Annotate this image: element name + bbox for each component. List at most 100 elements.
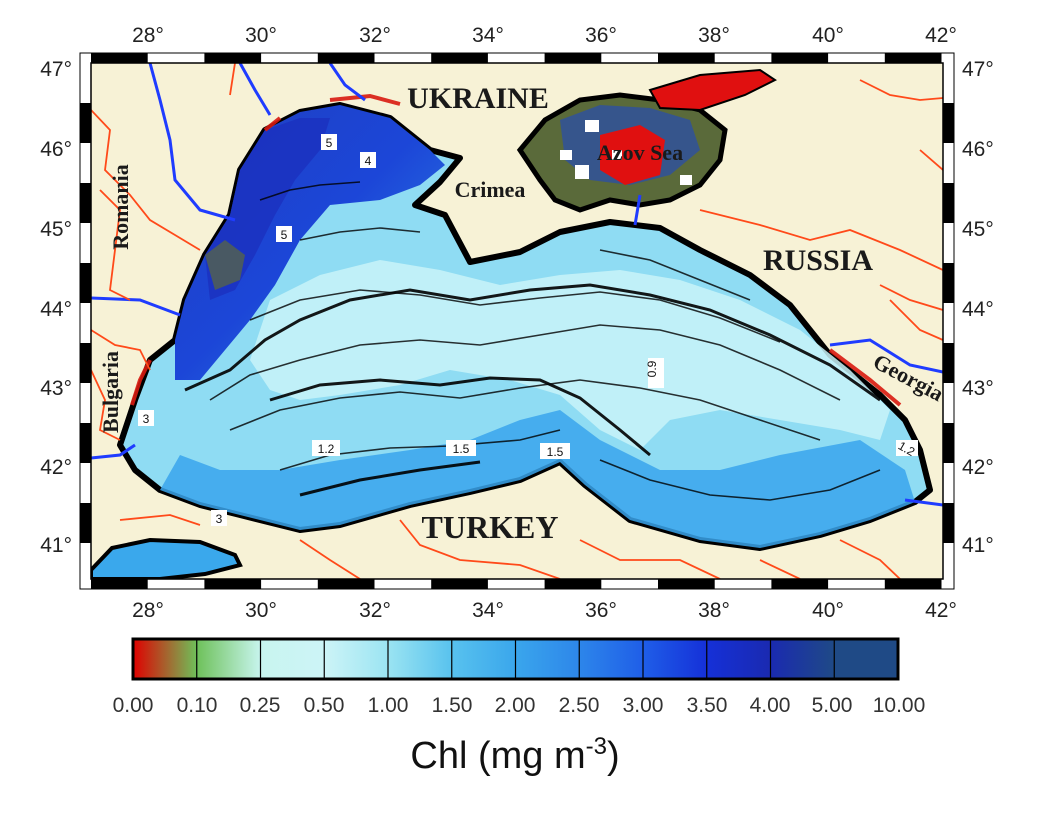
colorbar-tick: 1.50 — [432, 694, 473, 717]
colorbar-tick: 10.00 — [873, 694, 926, 717]
contour-label: 1.2 — [896, 439, 918, 459]
frame-checker-cell — [431, 579, 488, 589]
colorbar-segment — [706, 639, 771, 679]
label-azov-sea: Azov Sea — [597, 140, 683, 165]
frame-checker-cell — [204, 53, 262, 63]
lon-tick-bottom: 40° — [812, 599, 844, 622]
frame-checker-cell — [943, 183, 954, 223]
lon-tick-bottom: 42° — [925, 599, 957, 622]
frame-checker-cell — [884, 579, 942, 589]
frame-checker-cell — [80, 423, 91, 463]
frame-checker-cell — [91, 53, 148, 63]
svg-text:1.5: 1.5 — [547, 445, 564, 459]
colorbar-segment — [388, 639, 453, 679]
lon-tick-top: 28° — [132, 24, 164, 47]
frame-checker-cell — [943, 103, 954, 143]
svg-text:3: 3 — [216, 512, 223, 526]
frame-checker-cell — [80, 343, 91, 383]
colorbar-tick-labels: 0.00 0.10 0.25 0.50 1.00 1.50 2.00 2.50 … — [113, 694, 926, 717]
colorbar: 0.00 0.10 0.25 0.50 1.00 1.50 2.00 2.50 … — [113, 637, 926, 777]
colorbar-title: Chl (mg m-3) — [410, 733, 619, 777]
colorbar-tick: 0.25 — [240, 694, 281, 717]
colorbar-segment — [260, 639, 325, 679]
label-turkey: TURKEY — [422, 509, 559, 545]
svg-text:0.9: 0.9 — [645, 360, 659, 377]
lon-tick-bottom: 38° — [698, 599, 730, 622]
lat-tick-right: 43° — [962, 377, 994, 400]
lat-tick-left: 43° — [40, 377, 72, 400]
contour-lines — [209, 181, 881, 501]
lon-tick-top: 30° — [245, 24, 277, 47]
lat-tick-left: 44° — [40, 298, 72, 321]
colorbar-dividers — [196, 639, 835, 679]
frame-inner-border — [90, 62, 944, 580]
colorbar-tick: 3.50 — [687, 694, 728, 717]
contour-value-labels: 5 4 5 3 1.2 1.5 1.5 0.9 1.2 3 — [138, 134, 918, 526]
lat-tick-right: 46° — [962, 138, 994, 161]
svg-text:1.5: 1.5 — [453, 442, 470, 456]
frame-checker-cell — [943, 343, 954, 383]
colorbar-segment — [133, 639, 198, 679]
frame-checker-cell — [658, 579, 715, 589]
lon-tick-top: 42° — [925, 24, 957, 47]
contour-label: 5 — [276, 226, 292, 242]
lon-tick-top: 40° — [812, 24, 844, 47]
label-bulgaria: Bulgaria — [98, 351, 123, 433]
colorbar-segment — [515, 639, 580, 679]
svg-text:5: 5 — [281, 228, 288, 242]
lon-tick-bottom: 32° — [359, 599, 391, 622]
frame-checker-cell — [91, 579, 148, 589]
azov-north-hot — [648, 68, 777, 112]
lon-ticks-top: 28° 30° 32° 34° 36° 38° 40° 42° — [132, 24, 957, 47]
frame-checker-cell — [544, 53, 602, 63]
rivers — [91, 63, 943, 507]
colorbar-segment — [579, 639, 644, 679]
lon-tick-bottom: 36° — [585, 599, 617, 622]
frame-checker-cell — [80, 503, 91, 543]
frame-checker-cell — [771, 579, 829, 589]
lon-ticks-bottom: 28° 30° 32° 34° 36° 38° 40° 42° — [132, 599, 957, 622]
lon-tick-top: 32° — [359, 24, 391, 47]
svg-text:4: 4 — [365, 154, 372, 168]
colorbar-tick: 0.50 — [304, 694, 345, 717]
colorbar-segments — [133, 639, 899, 679]
frame-checker-right — [943, 103, 954, 543]
danube-delta-patch — [205, 240, 245, 290]
southern-coastal-band — [160, 410, 915, 548]
central-low-chl — [250, 260, 890, 450]
colorbar-segment — [451, 639, 516, 679]
lon-tick-top: 36° — [585, 24, 617, 47]
lat-tick-left: 47° — [40, 58, 72, 81]
frame-checker-cell — [80, 263, 91, 303]
lat-tick-left: 41° — [40, 534, 72, 557]
contour-label: 1.5 — [540, 443, 570, 459]
frame-checker-cell — [943, 503, 954, 543]
frame-checker-cell — [204, 579, 262, 589]
frame-checker-cell — [80, 103, 91, 143]
azov-hot-patch — [600, 125, 665, 185]
colorbar-segment — [834, 639, 899, 679]
lat-ticks-left: 47° 46° 45° 44° 43° 42° 41° — [40, 58, 72, 557]
contour-label: 3 — [138, 410, 154, 426]
colorbar-tick: 3.00 — [623, 694, 664, 717]
contour-label: 5 — [321, 134, 337, 150]
lon-tick-top: 34° — [472, 24, 504, 47]
svg-text:3: 3 — [143, 412, 150, 426]
frame-checker-top — [91, 53, 942, 63]
colorbar-segment — [770, 639, 835, 679]
lat-tick-left: 45° — [40, 218, 72, 241]
colorbar-tick: 2.00 — [495, 694, 536, 717]
azov-white-patches — [560, 120, 692, 185]
colorbar-segment — [324, 639, 389, 679]
frame-checker-cell — [943, 263, 954, 303]
frame-checker-cell — [317, 579, 375, 589]
lat-tick-right: 44° — [962, 298, 994, 321]
marmara-sea — [91, 537, 243, 579]
lat-tick-right: 45° — [962, 218, 994, 241]
label-ukraine: UKRAINE — [407, 82, 549, 115]
frame-checker-cell — [884, 53, 942, 63]
lon-tick-bottom: 34° — [472, 599, 504, 622]
contour-label: 0.9 — [645, 358, 664, 388]
coastal-red-strips — [130, 93, 902, 407]
svg-text:1.2: 1.2 — [318, 442, 335, 456]
